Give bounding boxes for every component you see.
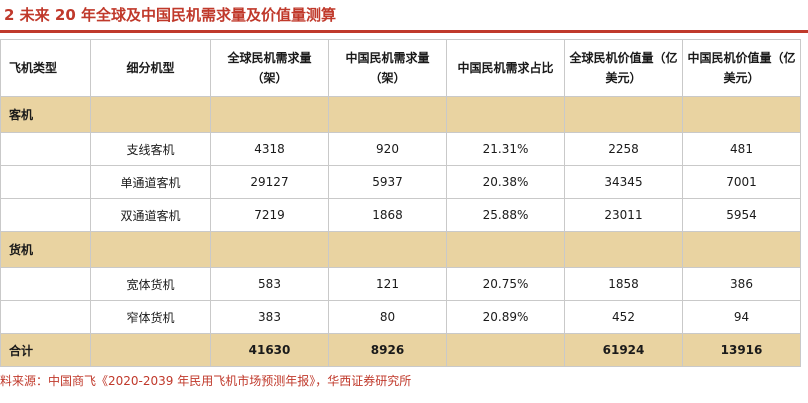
- category-label: 货机: [0, 231, 91, 268]
- cell: 支线客机: [90, 132, 211, 166]
- header-global-value: 全球民机价值量（亿美元）: [564, 39, 683, 97]
- title-divider: [0, 30, 808, 33]
- cell: 23011: [564, 198, 683, 232]
- cell: 21.31%: [446, 132, 565, 166]
- cell: 7219: [210, 198, 329, 232]
- table-row: 窄体货机 383 80 20.89% 452 94: [0, 300, 801, 334]
- total-global-value: 61924: [564, 333, 683, 367]
- table-title: 2 未来 20 年全球及中国民机需求量及价值量测算: [4, 6, 336, 24]
- total-global-qty: 41630: [210, 333, 329, 367]
- table-row: 单通道客机 29127 5937 20.38% 34345 7001: [0, 165, 801, 199]
- cell: 单通道客机: [90, 165, 211, 199]
- cell: 4318: [210, 132, 329, 166]
- header-sub-model: 细分机型: [90, 39, 211, 97]
- category-row-passenger: 客机: [0, 96, 801, 133]
- total-china-qty: 8926: [328, 333, 447, 367]
- cell: 2258: [564, 132, 683, 166]
- header-aircraft-type: 飞机类型: [0, 39, 91, 97]
- category-row-cargo: 货机: [0, 231, 801, 268]
- cell: 25.88%: [446, 198, 565, 232]
- cell: 29127: [210, 165, 329, 199]
- total-label: 合计: [0, 333, 91, 367]
- cell: 583: [210, 267, 329, 301]
- table-row: 宽体货机 583 121 20.75% 1858 386: [0, 267, 801, 301]
- cell: 1868: [328, 198, 447, 232]
- cell: 920: [328, 132, 447, 166]
- cell: 20.75%: [446, 267, 565, 301]
- cell: 窄体货机: [90, 300, 211, 334]
- header-row: 飞机类型 细分机型 全球民机需求量（架） 中国民机需求量（架） 中国民机需求占比…: [0, 39, 801, 97]
- table-row: 支线客机 4318 920 21.31% 2258 481: [0, 132, 801, 166]
- cell: 94: [682, 300, 801, 334]
- aircraft-demand-table: 飞机类型 细分机型 全球民机需求量（架） 中国民机需求量（架） 中国民机需求占比…: [0, 39, 801, 367]
- cell: 386: [682, 267, 801, 301]
- cell: 1858: [564, 267, 683, 301]
- total-china-value: 13916: [682, 333, 801, 367]
- cell: 7001: [682, 165, 801, 199]
- header-china-share: 中国民机需求占比: [446, 39, 565, 97]
- cell: 20.89%: [446, 300, 565, 334]
- cell: 80: [328, 300, 447, 334]
- cell: 121: [328, 267, 447, 301]
- cell: 481: [682, 132, 801, 166]
- header-global-qty: 全球民机需求量（架）: [210, 39, 329, 97]
- category-label: 客机: [0, 96, 91, 133]
- cell: 383: [210, 300, 329, 334]
- table-row: 双通道客机 7219 1868 25.88% 23011 5954: [0, 198, 801, 232]
- header-china-value: 中国民机价值量（亿美元）: [682, 39, 801, 97]
- cell: 20.38%: [446, 165, 565, 199]
- cell: 宽体货机: [90, 267, 211, 301]
- cell: 5954: [682, 198, 801, 232]
- cell: 452: [564, 300, 683, 334]
- cell: 5937: [328, 165, 447, 199]
- header-china-qty: 中国民机需求量（架）: [328, 39, 447, 97]
- cell: 双通道客机: [90, 198, 211, 232]
- source-note: 料来源：中国商飞《2020-2039 年民用飞机市场预测年报》，华西证券研究所: [0, 374, 412, 388]
- total-row: 合计 41630 8926 61924 13916: [0, 333, 801, 367]
- cell: 34345: [564, 165, 683, 199]
